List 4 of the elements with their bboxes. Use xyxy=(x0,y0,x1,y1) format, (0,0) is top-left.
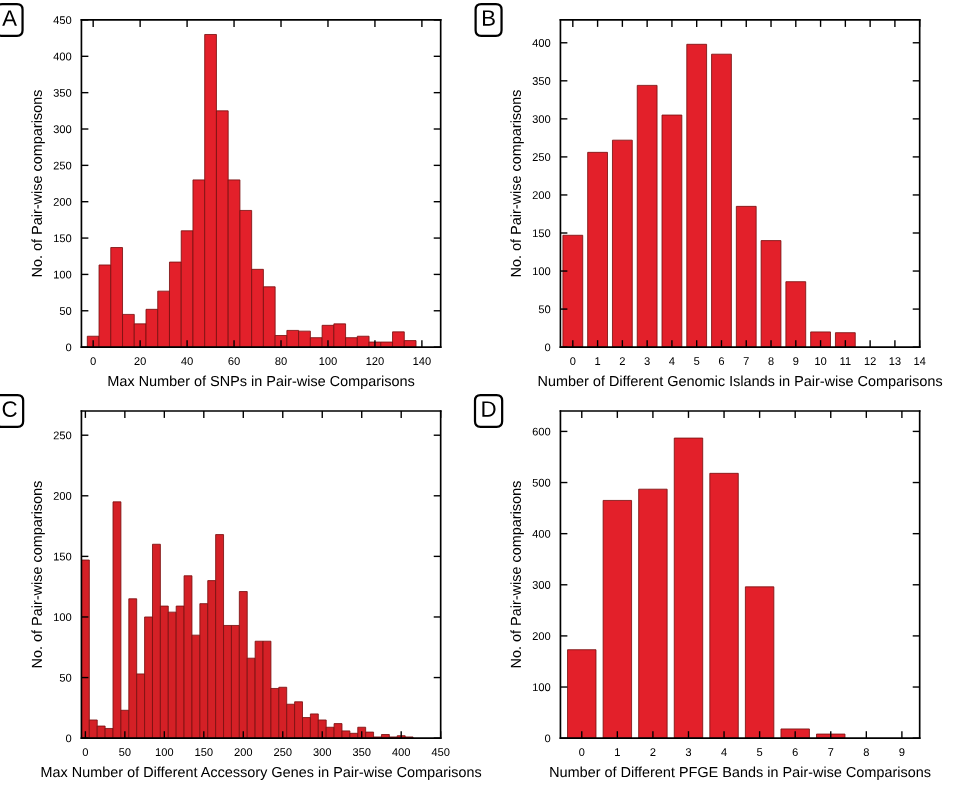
chart-title: D xyxy=(482,401,496,417)
chart-title: B xyxy=(482,10,495,26)
chart-title: A xyxy=(2,10,17,26)
chart-title: C xyxy=(2,401,17,417)
